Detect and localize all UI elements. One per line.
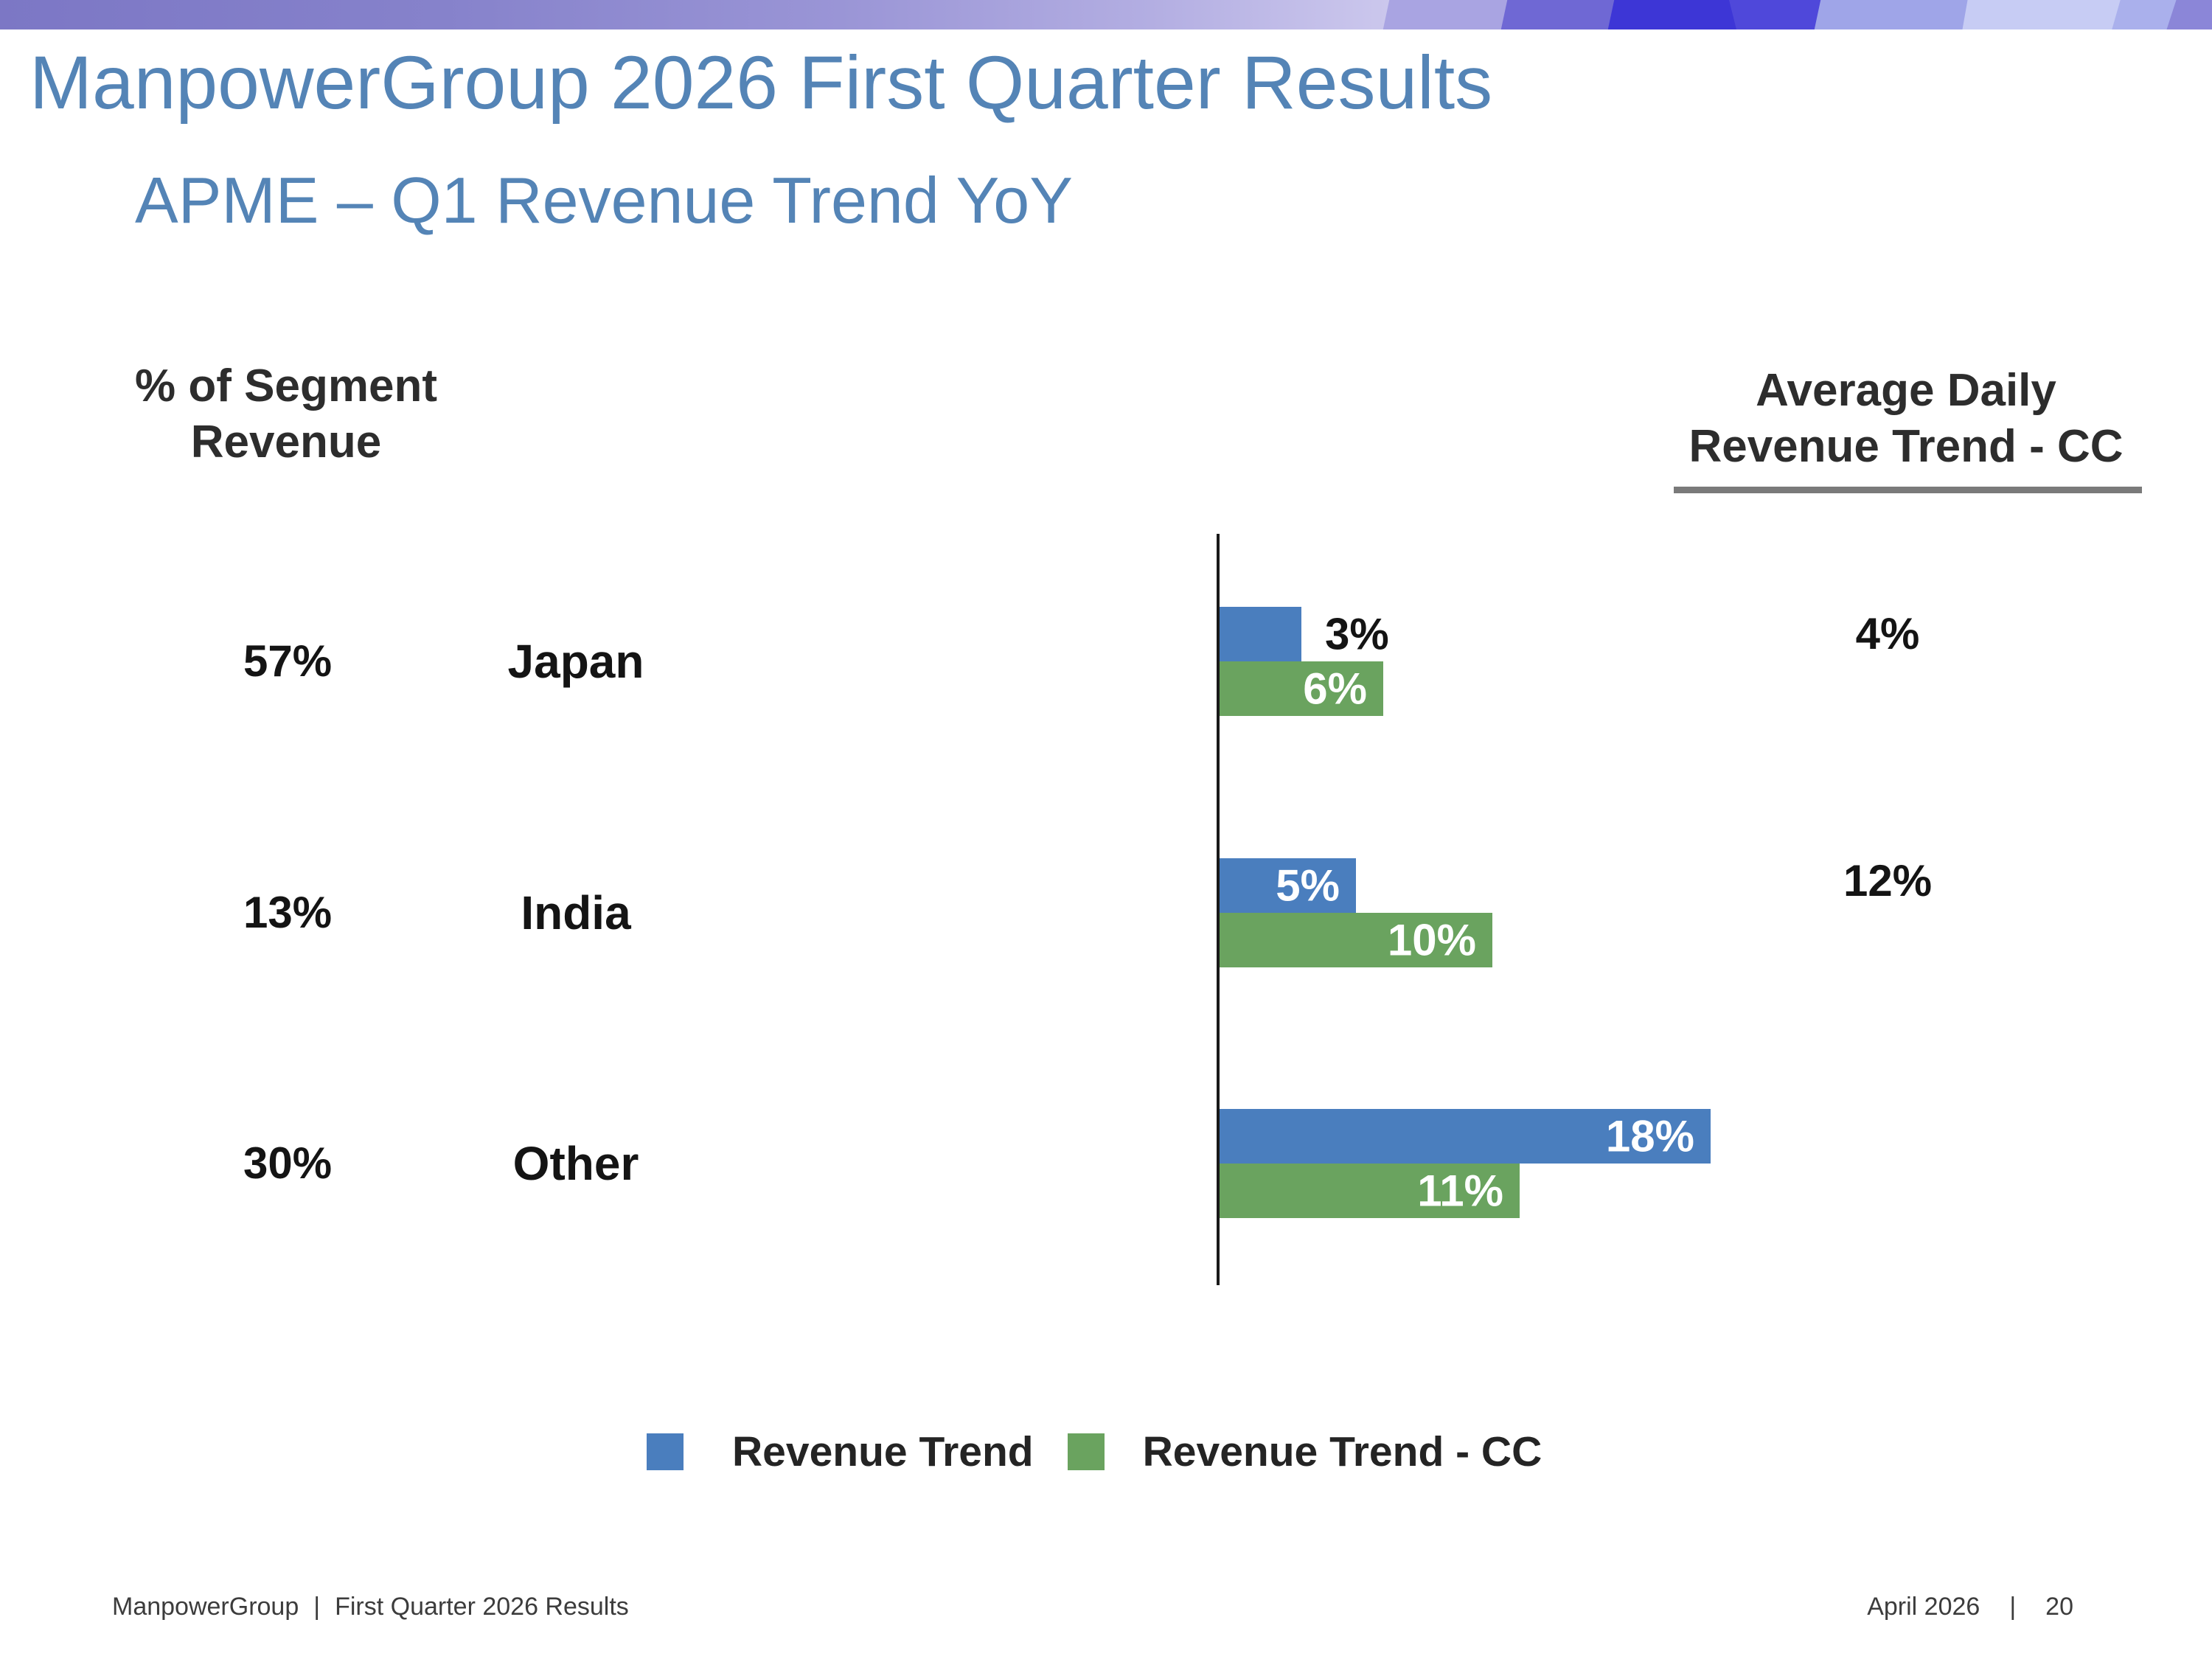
avg-daily-revenue-header: Average Daily Revenue Trend - CC <box>1666 363 2146 493</box>
segment-revenue-header-line1: % of Segment <box>135 361 437 411</box>
bar-other-revenue-trend-cc: 11% <box>1220 1164 1520 1218</box>
legend-label-revenue-trend: Revenue Trend <box>732 1428 1034 1475</box>
segment-revenue-header-line2: Revenue <box>190 417 382 467</box>
legend-swatch-revenue-trend-cc <box>1067 1433 1105 1470</box>
bar-value-label: 6% <box>1303 664 1367 714</box>
legend-swatch-revenue-trend <box>647 1433 684 1470</box>
bar-value-label: 18% <box>1605 1111 1694 1161</box>
footer-brand: ManpowerGroup <box>112 1593 299 1621</box>
bar-value-label: 3% <box>1325 609 1389 659</box>
avg-daily-revenue-value: 12% <box>1843 856 1933 905</box>
legend-label-revenue-trend-cc: Revenue Trend - CC <box>1142 1428 1543 1475</box>
footer-separator: | <box>2009 1593 2017 1621</box>
footer-right: April 2026 | 20 <box>1867 1593 2073 1621</box>
avg-daily-revenue-header-underline <box>1674 487 2142 493</box>
avg-daily-revenue-header-line2: Revenue Trend - CC <box>1688 421 2124 472</box>
footer-left: ManpowerGroup | First Quarter 2026 Resul… <box>112 1593 629 1621</box>
chart-legend: Revenue Trend Revenue Trend - CC <box>647 1427 1542 1476</box>
bar-other-revenue-trend: 18% <box>1220 1109 1711 1164</box>
category-label-india: India <box>521 886 631 939</box>
footer-page-number: 20 <box>2045 1593 2073 1621</box>
footer-date: April 2026 <box>1867 1593 1980 1621</box>
slide-subtitle: APME – Q1 Revenue Trend YoY <box>135 164 1073 237</box>
footer-separator: | <box>313 1593 321 1621</box>
bar-value-label: 10% <box>1387 915 1476 965</box>
top-banner-decoration <box>0 0 2212 29</box>
footer-presentation-name: First Quarter 2026 Results <box>335 1593 629 1621</box>
bar-india-revenue-trend-cc: 10% <box>1220 913 1492 967</box>
slide-title: ManpowerGroup 2026 First Quarter Results <box>29 41 1493 125</box>
category-label-other: Other <box>512 1137 639 1190</box>
bar-india-revenue-trend: 5% <box>1220 858 1356 913</box>
bar-japan-revenue-trend: 3% <box>1220 607 1389 661</box>
segment-revenue-header: % of Segment Revenue <box>102 358 470 470</box>
segment-revenue-value: 13% <box>243 888 333 937</box>
segment-revenue-value: 57% <box>243 636 333 686</box>
chart-axis-line <box>1217 534 1220 1285</box>
bar-value-label: 11% <box>1417 1166 1503 1216</box>
category-label-japan: Japan <box>507 635 644 688</box>
avg-daily-revenue-value: 4% <box>1855 609 1920 658</box>
segment-revenue-value: 30% <box>243 1138 333 1188</box>
bar-value-label: 5% <box>1276 860 1340 911</box>
bar-japan-revenue-trend-cc: 6% <box>1220 661 1383 716</box>
avg-daily-revenue-header-line1: Average Daily <box>1756 365 2056 416</box>
